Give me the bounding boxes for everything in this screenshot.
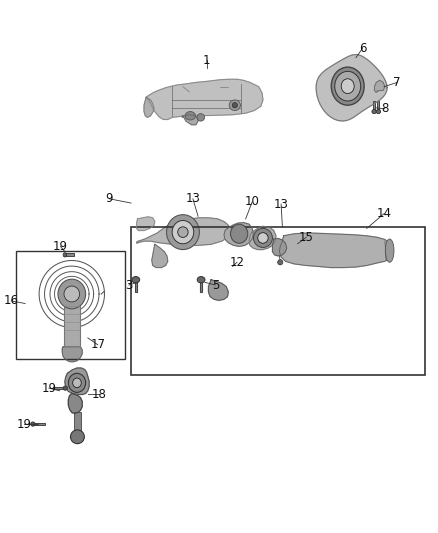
Bar [131,227,425,375]
Ellipse shape [178,227,188,237]
Text: 10: 10 [245,196,260,208]
Ellipse shape [341,79,354,94]
Polygon shape [68,393,82,414]
Bar [74,412,81,435]
Ellipse shape [197,114,205,121]
Ellipse shape [58,279,86,309]
Text: 7: 7 [393,76,401,89]
Text: 15: 15 [299,231,314,244]
Ellipse shape [385,239,394,262]
Ellipse shape [31,422,35,426]
Text: 14: 14 [377,207,392,220]
Bar [200,280,202,292]
Text: 8: 8 [381,102,389,116]
Text: 1: 1 [203,54,211,67]
Ellipse shape [64,286,80,302]
Ellipse shape [230,224,248,243]
Polygon shape [316,54,387,121]
Ellipse shape [185,111,195,120]
Polygon shape [152,244,168,268]
Ellipse shape [372,109,376,114]
Text: 12: 12 [230,256,244,269]
Ellipse shape [63,253,67,257]
Text: 9: 9 [106,192,113,205]
Bar [33,423,45,425]
Ellipse shape [172,221,194,244]
Text: 19: 19 [41,382,57,394]
Bar [65,253,74,256]
Text: 13: 13 [185,192,200,205]
Ellipse shape [331,67,364,105]
Text: 6: 6 [359,42,366,55]
Ellipse shape [63,386,67,390]
Bar [377,101,379,110]
Bar [17,251,124,359]
Ellipse shape [132,277,140,283]
Bar [53,386,65,389]
Bar [373,101,375,110]
Ellipse shape [278,260,283,265]
Ellipse shape [229,100,240,110]
Polygon shape [144,98,154,117]
Ellipse shape [232,102,237,108]
Text: 13: 13 [274,198,289,211]
Polygon shape [279,233,393,268]
Ellipse shape [73,378,81,387]
Ellipse shape [71,430,85,443]
Ellipse shape [335,71,360,101]
Text: 18: 18 [91,388,106,401]
Text: 17: 17 [90,338,105,351]
Ellipse shape [376,109,381,114]
Polygon shape [224,223,254,246]
Bar [134,280,137,292]
Text: 19: 19 [17,417,32,431]
Text: 19: 19 [53,240,68,253]
Bar [64,297,81,347]
Polygon shape [137,217,155,231]
Polygon shape [137,218,230,245]
Polygon shape [374,80,385,93]
Polygon shape [146,79,263,119]
Ellipse shape [258,233,268,243]
Text: 3: 3 [125,279,133,292]
Text: 16: 16 [4,294,19,308]
Ellipse shape [68,373,86,392]
Polygon shape [272,238,287,256]
Polygon shape [65,368,89,394]
Text: 5: 5 [212,279,219,292]
Ellipse shape [197,277,205,283]
Polygon shape [62,347,82,362]
Ellipse shape [254,229,272,247]
Polygon shape [208,280,228,300]
Ellipse shape [166,215,199,249]
Polygon shape [249,227,276,249]
Polygon shape [182,115,198,125]
